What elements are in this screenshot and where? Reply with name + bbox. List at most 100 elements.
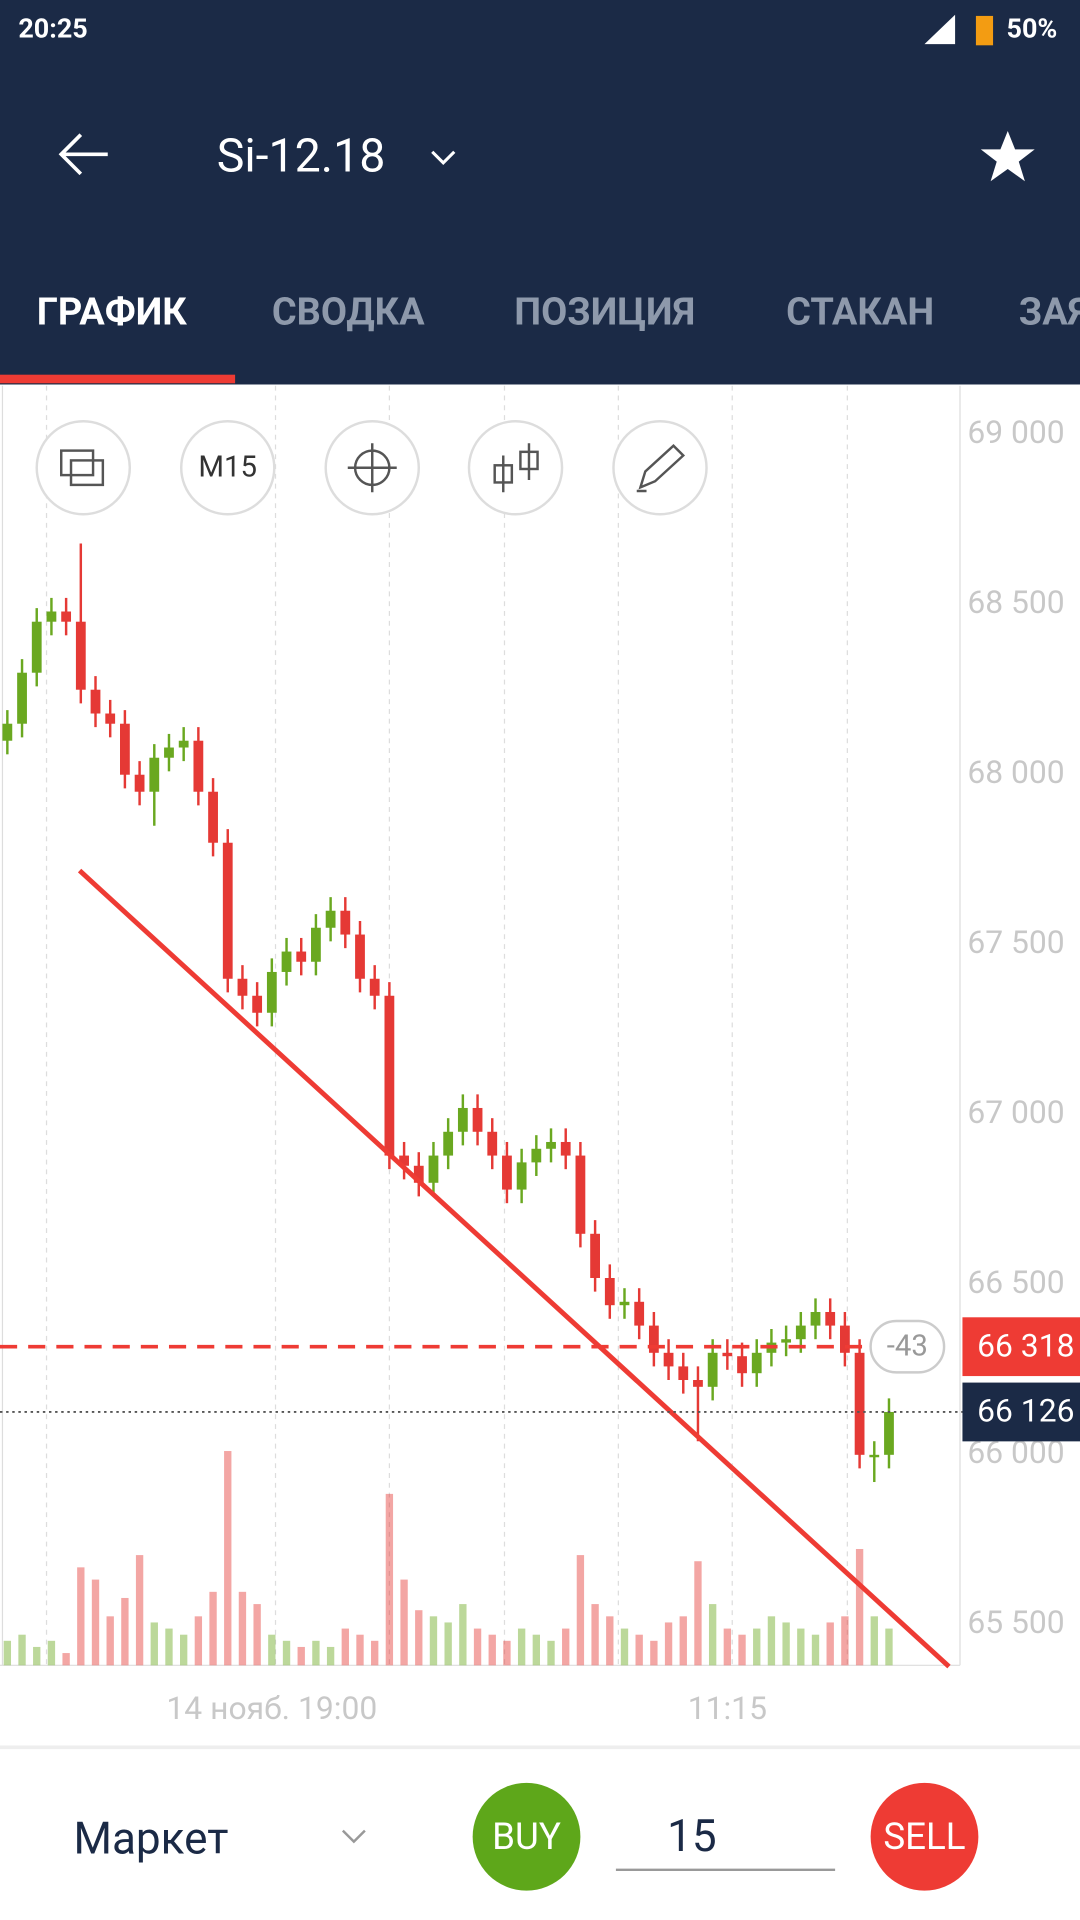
candle-body [134, 774, 145, 792]
volume-bar [503, 1640, 511, 1666]
volume-bar [753, 1628, 761, 1666]
tab[interactable]: СВОДКА [272, 291, 425, 335]
volume-bar [106, 1616, 114, 1666]
candle-body [178, 740, 189, 748]
chart-type-button[interactable] [467, 420, 564, 516]
tab[interactable]: ПОЗИЦИЯ [514, 291, 695, 335]
candle-body [252, 995, 263, 1013]
volume-bar [282, 1640, 291, 1666]
volume-bar [797, 1628, 805, 1666]
candle-body [795, 1325, 806, 1340]
candle-body [46, 611, 57, 622]
candle-body [457, 1107, 468, 1132]
candle-body [384, 995, 395, 1156]
y-tick-label: 67 000 [967, 1093, 1064, 1131]
interval-label: M15 [198, 451, 257, 485]
y-tick-label: 69 000 [967, 413, 1064, 451]
favorite-star[interactable] [980, 131, 1035, 182]
y-tick-label: 68 500 [967, 583, 1064, 621]
candle-body [120, 723, 130, 775]
tab[interactable]: СТАКАН [786, 291, 934, 335]
candle-body [281, 951, 292, 972]
volume-bar [444, 1622, 452, 1666]
candle-body [149, 757, 160, 792]
volume-bar [679, 1616, 687, 1666]
candle-body [884, 1411, 894, 1455]
candle-body [737, 1356, 747, 1374]
volume-bar [341, 1628, 349, 1666]
last-price-label: 66 126 [977, 1392, 1074, 1430]
x-tick-label: 11:15 [688, 1689, 767, 1727]
candle-body [61, 611, 72, 622]
candle-body [722, 1352, 733, 1357]
volume-bar [473, 1628, 482, 1666]
volume-bar [855, 1548, 864, 1666]
volume-bar [870, 1616, 878, 1666]
volume-bar [385, 1493, 394, 1666]
volume-bar [253, 1604, 261, 1666]
volume-bar [650, 1640, 658, 1666]
position-price-label: 66 318 [977, 1326, 1074, 1364]
quantity[interactable]: 15 [667, 1810, 717, 1862]
position-price-box [962, 1317, 1080, 1377]
pnl-badge [869, 1319, 946, 1374]
vertical-grid [45, 385, 848, 1666]
layers-button[interactable] [35, 420, 132, 516]
order-type-dropdown[interactable] [341, 1829, 366, 1844]
tab[interactable]: ЗАЯВКИ [1019, 291, 1080, 335]
candle-body [266, 971, 277, 1013]
volume-bar [415, 1610, 423, 1666]
candle-body [869, 1454, 880, 1458]
x-tick-label: 14 нояб. 19:00 [166, 1689, 377, 1727]
candle-body [193, 740, 204, 792]
volume-bar [635, 1634, 643, 1666]
candle-body [369, 978, 380, 996]
draw-button[interactable] [612, 420, 708, 516]
candle-body [502, 1155, 512, 1190]
volume-bar [371, 1640, 379, 1666]
candle-body [604, 1277, 615, 1306]
volume-bar [400, 1579, 408, 1666]
candle-body [75, 621, 86, 690]
volume-bar [194, 1616, 203, 1666]
volume-bar [18, 1634, 26, 1666]
sell-button[interactable] [870, 1782, 979, 1891]
instrument-title[interactable]: Si-12.18 [217, 129, 386, 183]
volume-bar [459, 1604, 467, 1666]
volume-bar [606, 1616, 614, 1666]
volume-bar [591, 1604, 599, 1666]
tab[interactable]: ГРАФИК [37, 291, 188, 335]
interval-button[interactable] [180, 420, 276, 516]
volume-bar [532, 1634, 540, 1666]
volume-bar [121, 1597, 129, 1666]
candle-body [707, 1352, 718, 1387]
candle-body [325, 910, 336, 928]
volume-bar [180, 1634, 188, 1666]
candle-body [237, 978, 248, 996]
candle-body [399, 1155, 409, 1166]
volume-bar [224, 1451, 232, 1666]
volume-bar [694, 1561, 702, 1666]
volume-bar [738, 1634, 746, 1666]
volume-bar [664, 1622, 673, 1666]
candle-body [472, 1107, 483, 1132]
buy-button[interactable] [472, 1782, 581, 1891]
candle-body [413, 1165, 424, 1183]
candle-body [17, 672, 27, 724]
volume-bar [33, 1646, 41, 1666]
candle-body [31, 621, 42, 673]
candle-body [311, 927, 321, 962]
volume-bar [297, 1646, 305, 1666]
dropdown-icon[interactable] [431, 150, 456, 166]
y-tick-label: 68 000 [967, 753, 1064, 791]
battery-level: 50% [1007, 13, 1058, 45]
order-type[interactable]: Маркет [73, 1812, 228, 1864]
y-tick-label: 67 500 [967, 923, 1064, 961]
volume-bar [620, 1628, 629, 1666]
volume-bar [841, 1616, 849, 1666]
back-button[interactable] [58, 133, 108, 176]
candle-body [531, 1148, 542, 1163]
candle-body [781, 1339, 792, 1343]
candle-body [2, 723, 13, 741]
